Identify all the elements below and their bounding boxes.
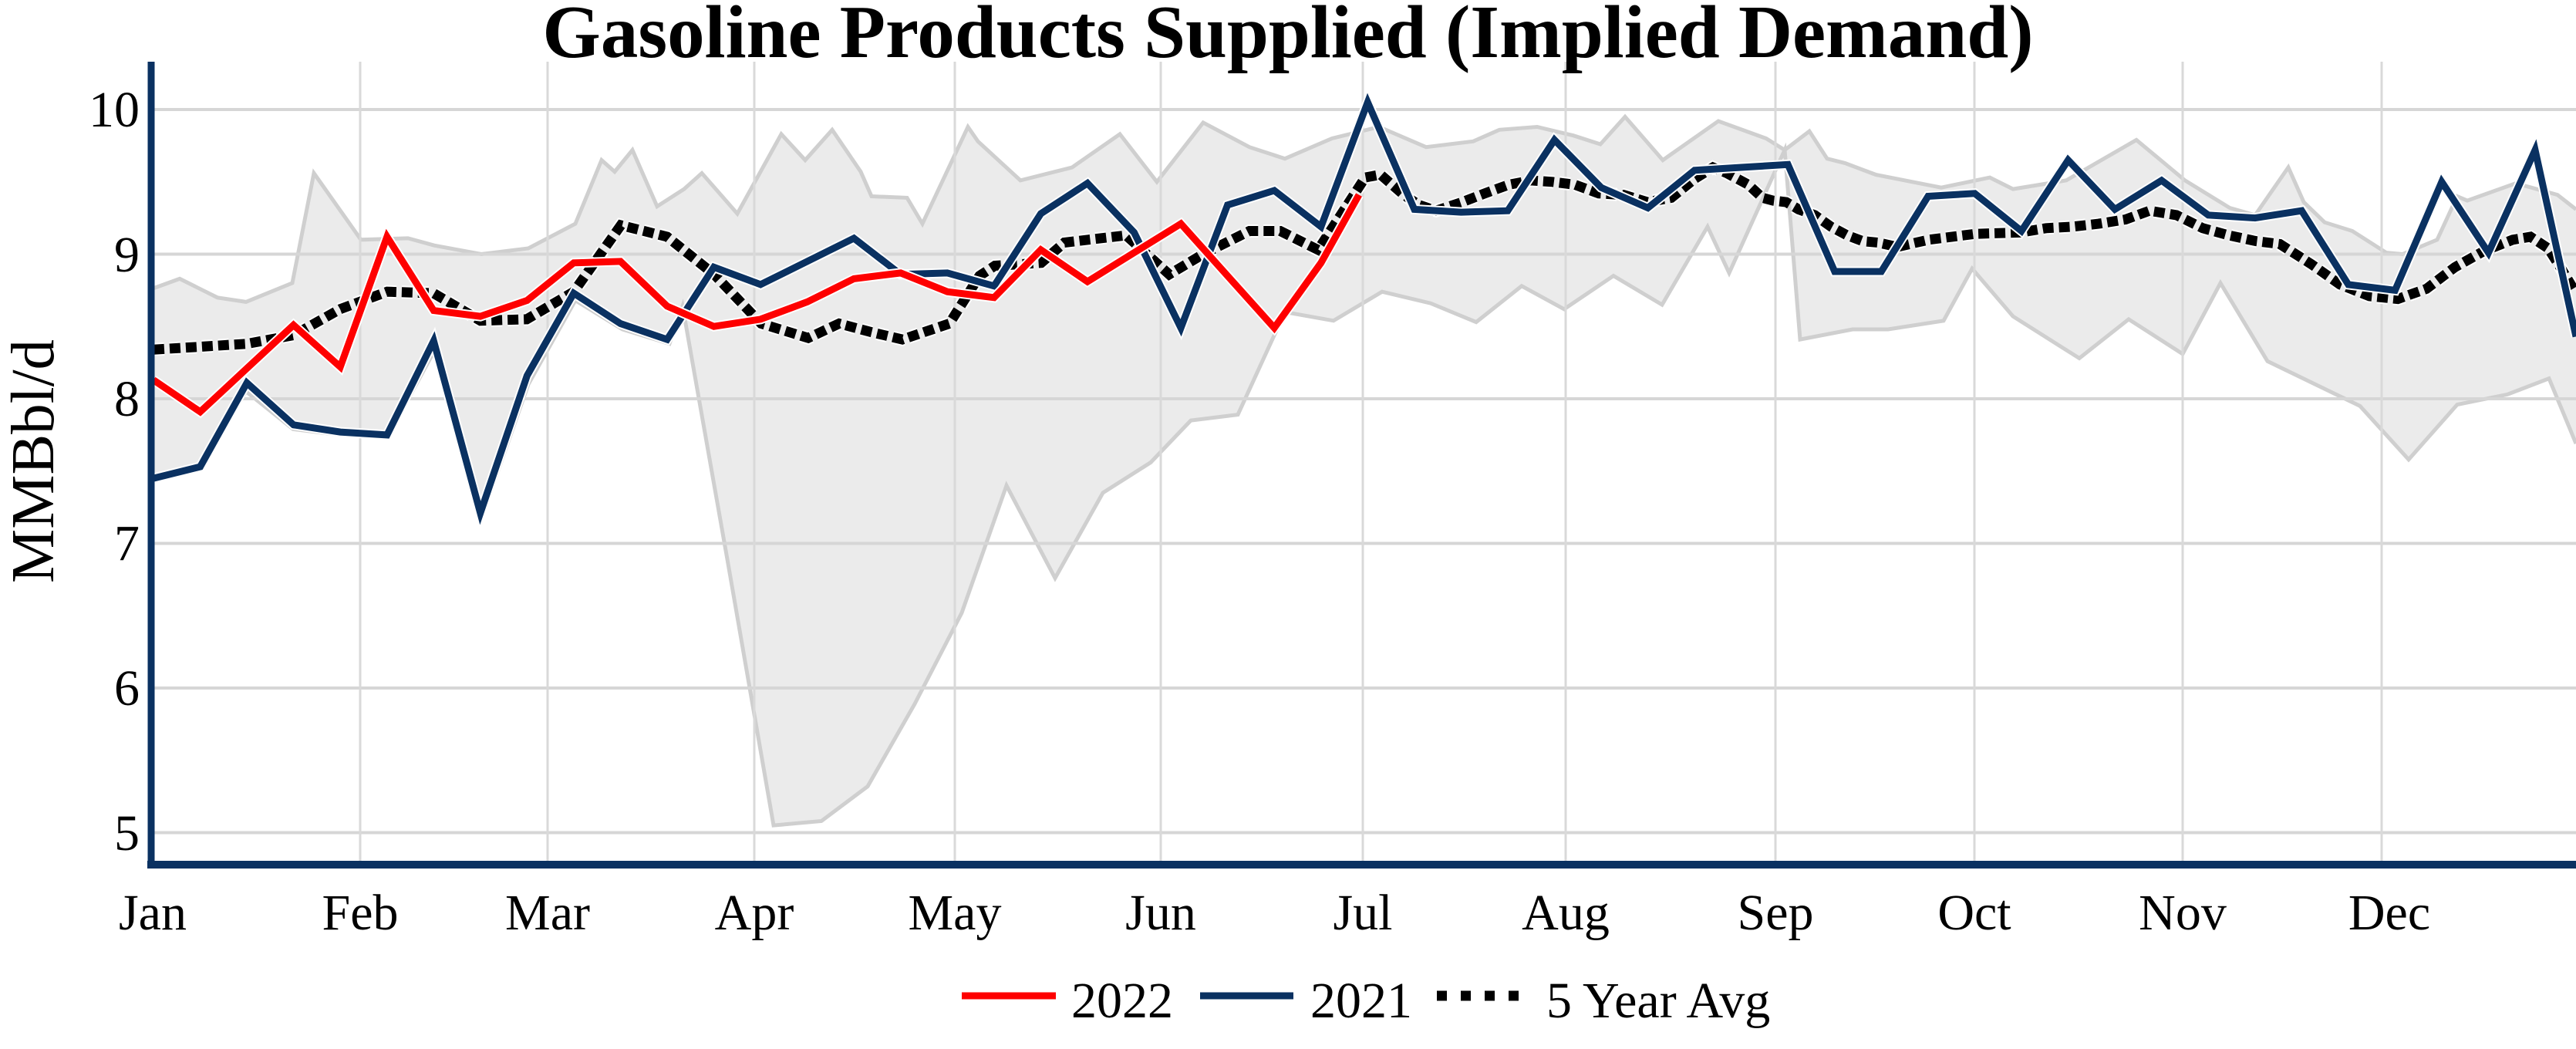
svg-text:9: 9 bbox=[114, 227, 140, 283]
svg-text:Sep: Sep bbox=[1738, 885, 1814, 941]
svg-text:6: 6 bbox=[114, 660, 140, 717]
svg-text:Apr: Apr bbox=[715, 885, 794, 941]
svg-text:Oct: Oct bbox=[1937, 885, 2011, 941]
svg-text:Aug: Aug bbox=[1522, 885, 1610, 941]
svg-text:Mar: Mar bbox=[505, 885, 590, 941]
svg-text:Nov: Nov bbox=[2139, 885, 2227, 941]
svg-text:10: 10 bbox=[89, 82, 140, 138]
svg-text:Feb: Feb bbox=[322, 885, 399, 941]
svg-text:Jun: Jun bbox=[1125, 885, 1196, 941]
svg-text:Jan: Jan bbox=[119, 885, 187, 941]
svg-text:2021: 2021 bbox=[1310, 973, 1412, 1029]
svg-text:7: 7 bbox=[114, 515, 140, 572]
svg-text:Jul: Jul bbox=[1333, 885, 1392, 941]
svg-text:Dec: Dec bbox=[2348, 885, 2430, 941]
svg-text:8: 8 bbox=[114, 371, 140, 427]
svg-text:Gasoline Products Supplied (Im: Gasoline Products Supplied (Implied Dema… bbox=[542, 0, 2033, 73]
svg-text:2022: 2022 bbox=[1071, 973, 1173, 1029]
svg-text:MMBbl/d: MMBbl/d bbox=[0, 339, 67, 583]
svg-text:May: May bbox=[909, 885, 1002, 941]
svg-text:5 Year Avg: 5 Year Avg bbox=[1546, 973, 1770, 1029]
svg-text:5: 5 bbox=[114, 805, 140, 862]
